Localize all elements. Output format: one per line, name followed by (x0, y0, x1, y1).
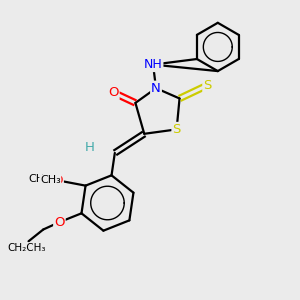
Text: H: H (85, 141, 95, 154)
Text: CH₃: CH₃ (28, 174, 49, 184)
Text: O: O (54, 216, 65, 229)
Text: CH₃: CH₃ (40, 175, 61, 185)
Text: S: S (203, 79, 212, 92)
Text: CH₂CH₃: CH₂CH₃ (8, 243, 46, 253)
Text: S: S (172, 123, 181, 136)
Text: NH: NH (144, 58, 162, 71)
Text: O: O (108, 86, 119, 99)
Text: O: O (52, 174, 63, 187)
Text: N: N (151, 82, 161, 95)
